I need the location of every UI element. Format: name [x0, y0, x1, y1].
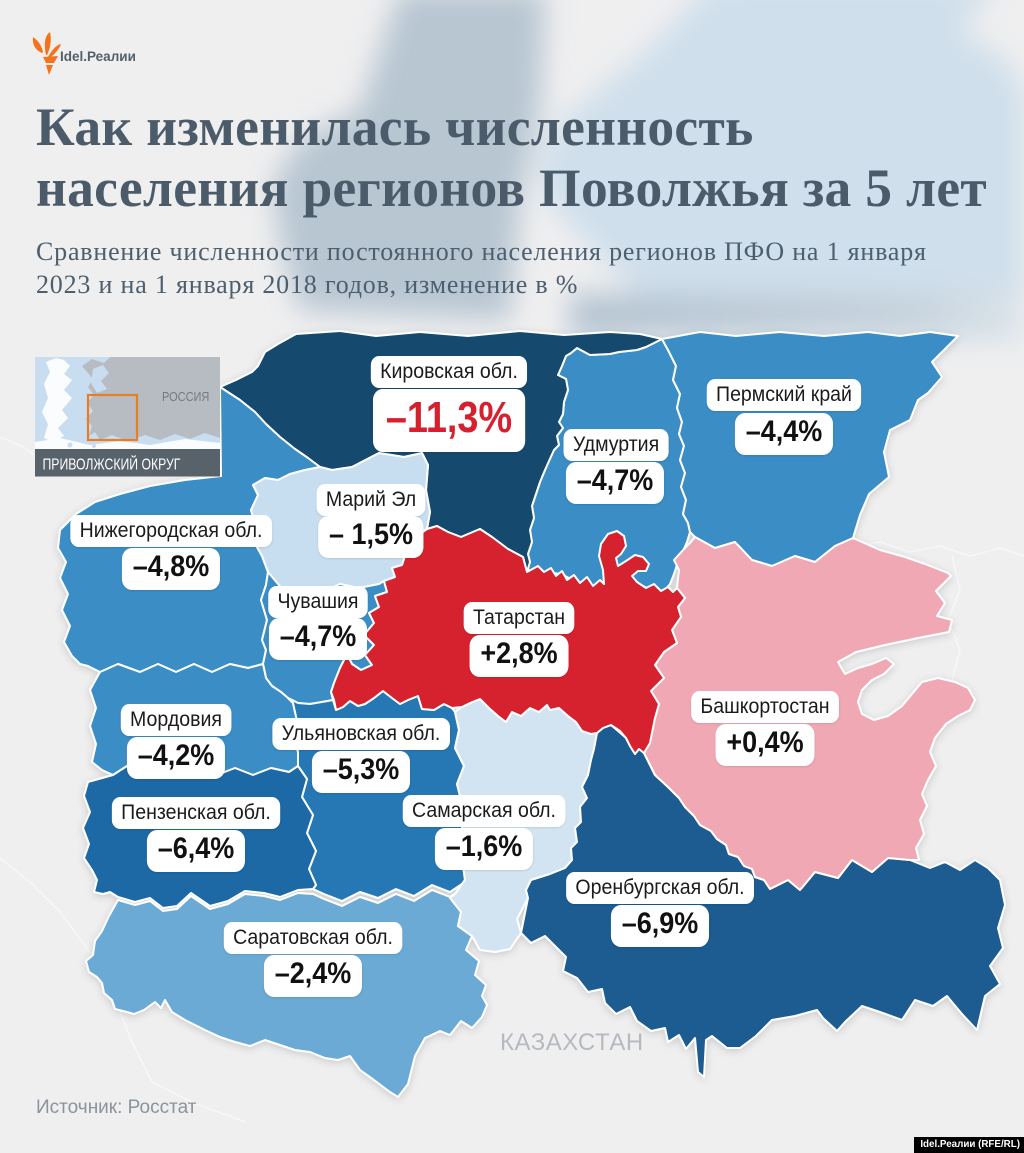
svg-text:ПРИВОЛЖСКИЙ ОКРУГ: ПРИВОЛЖСКИЙ ОКРУГ: [43, 454, 181, 473]
svg-text:РОССИЯ: РОССИЯ: [162, 390, 209, 404]
